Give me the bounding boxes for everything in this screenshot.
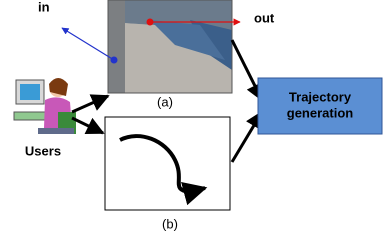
label-a: (a)	[157, 94, 173, 109]
arrow-users-b	[72, 118, 103, 133]
box-line: generation	[287, 105, 354, 120]
box-line: Trajectory	[289, 89, 352, 104]
label-b: (b)	[162, 216, 178, 231]
users-icon	[14, 78, 76, 134]
diagram: (a) (b) in out Users Trajectory generati…	[0, 0, 384, 241]
page: (a) (b) in out Users Trajectory generati…	[0, 0, 384, 241]
in-point	[111, 57, 118, 64]
out-point	[147, 19, 154, 26]
camera-photo	[108, 0, 232, 93]
in-arrow	[62, 28, 114, 60]
users-label: Users	[25, 143, 61, 158]
sketch-panel	[105, 117, 230, 210]
arrow-users-a	[72, 96, 108, 112]
in-label: in	[38, 0, 50, 14]
out-label: out	[254, 10, 275, 25]
